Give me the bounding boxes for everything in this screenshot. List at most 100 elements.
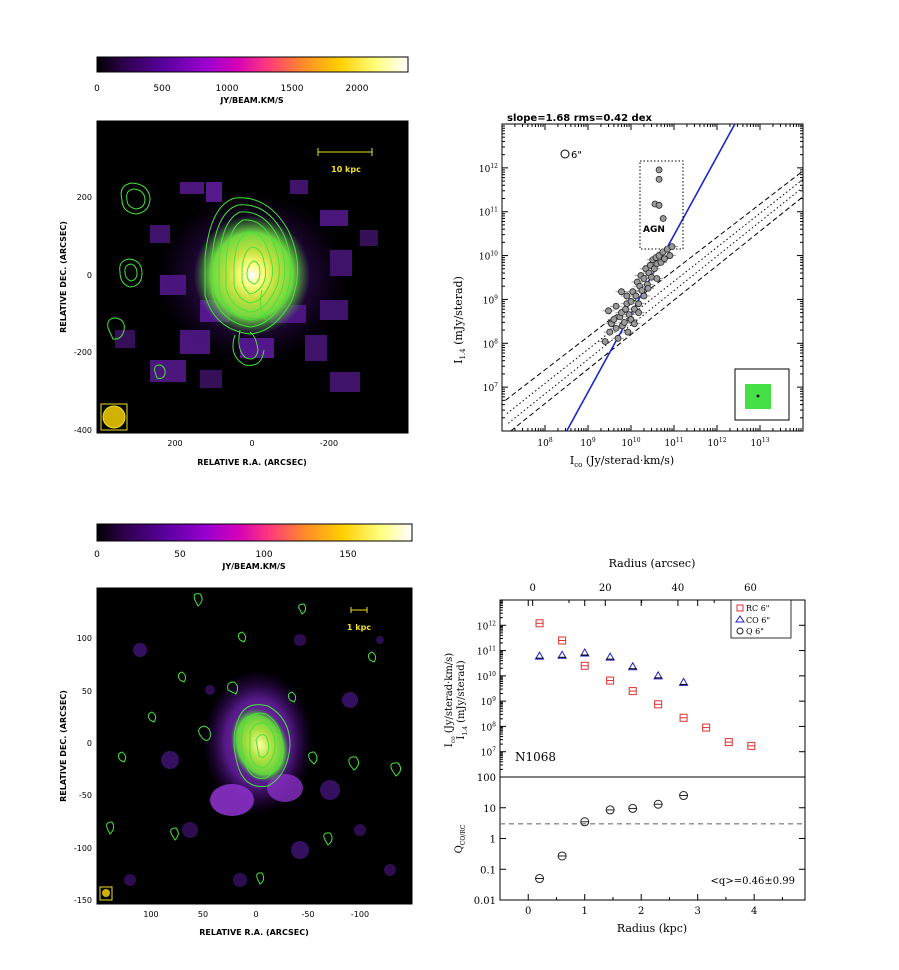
y-tick-label: 109 xyxy=(481,696,496,708)
x-tick-label: 1012 xyxy=(707,437,726,449)
data-point xyxy=(644,284,652,292)
x-tick-label: 1 xyxy=(582,906,588,917)
y-tick-label: 0 xyxy=(87,271,92,280)
y-tick-label: 100 xyxy=(77,634,92,643)
co-point xyxy=(627,661,638,671)
ratio-ticks: 0 1 2 3 4 0.01 0.1 1 10 100 xyxy=(474,600,805,917)
y-tick-label: 109 xyxy=(483,294,498,306)
y-tick-label: 1010 xyxy=(479,251,498,263)
data-point xyxy=(661,255,668,263)
colorbar-unit: JY/BEAM.KM/S xyxy=(219,96,284,105)
panel-top-right: slope=1.68 rms=0.42 dex 108 109 1010 1011 10… xyxy=(452,113,804,469)
scale-bar xyxy=(350,607,368,613)
y-tick-label: 1011 xyxy=(479,207,498,219)
co-point xyxy=(534,651,545,660)
y-tick-label: 1011 xyxy=(477,646,496,658)
xlabel-main: I xyxy=(570,454,574,467)
beam-box xyxy=(100,403,128,431)
beam-ellipse xyxy=(102,405,126,429)
colorbar-tick: 1500 xyxy=(281,84,304,94)
x-tick-label: 100 xyxy=(143,910,158,919)
colorbar-bottom xyxy=(96,523,413,542)
ylabel-rest: (mJy/sterad) xyxy=(452,276,465,345)
colorbar-unit: JY/BEAM.KM/S xyxy=(221,562,286,571)
ratio-frame xyxy=(499,776,806,901)
y-tick-label: -400 xyxy=(74,426,92,435)
ylabel-sub: 1.4 xyxy=(462,726,469,736)
data-point xyxy=(627,298,635,305)
x-tick-label: 1013 xyxy=(750,437,769,449)
data-point xyxy=(635,300,642,308)
legend-co-label: CO 6" xyxy=(746,616,770,625)
scatter-title: slope=1.68 rms=0.42 dex xyxy=(507,113,653,124)
legend-co-marker xyxy=(735,615,745,623)
ratio-ylabel: QCO/RC xyxy=(454,824,467,853)
top-axis-tick-label: 20 xyxy=(599,583,612,594)
ylabel-rest: (mJy/sterad) xyxy=(456,660,467,723)
data-point xyxy=(606,328,614,336)
data-point xyxy=(601,338,609,345)
legend: RC 6" CO 6" Q 6" xyxy=(730,599,792,639)
y-tick-label: -50 xyxy=(79,791,92,800)
top-axis-tick-label: 40 xyxy=(672,583,685,594)
colorbar-tick: 1000 xyxy=(216,84,239,94)
co-point xyxy=(653,670,664,680)
map-y-ticks: 100 50 0 -50 -100 -150 xyxy=(74,634,92,905)
data-point xyxy=(622,305,630,313)
map-xlabel: RELATIVE R.A. (ARCSEC) xyxy=(197,458,306,467)
xlabel-sub: co xyxy=(574,461,582,469)
y-tick-label: 107 xyxy=(483,382,498,394)
co-point xyxy=(579,648,590,657)
data-point xyxy=(666,252,674,259)
dispersion-line xyxy=(507,186,803,424)
ylabel-sub: co xyxy=(450,736,457,743)
ylabel-sub: 1.4 xyxy=(459,348,467,360)
colorbar-tick: 100 xyxy=(255,550,272,560)
x-tick-label: 109 xyxy=(580,437,595,449)
map-ylabel: RELATIVE DEC. (ARCSEC) xyxy=(59,221,68,333)
data-point xyxy=(612,302,620,310)
map-y-ticks: 200 0 -200 -400 xyxy=(74,193,92,435)
data-point xyxy=(614,334,622,342)
map-x-ticks: 100 50 0 -50 -100 xyxy=(143,910,369,919)
x-tick-label: 0 xyxy=(525,906,531,917)
co-point xyxy=(605,652,616,661)
ylabel-main: Q xyxy=(454,845,465,853)
scatter-xlabel: Ico (Jy/sterad·km/s) xyxy=(570,454,674,469)
ylabel-rest: (Jy/sterad·km/s) xyxy=(444,653,455,733)
dispersion-line xyxy=(506,178,803,414)
agn-point xyxy=(655,201,663,209)
data-point xyxy=(623,292,631,300)
y-tick-label: -200 xyxy=(74,348,92,357)
beam-label: 6" xyxy=(571,150,582,161)
y-tick-label: 107 xyxy=(481,747,496,759)
panel-top-left: 0 500 1000 1500 2000 JY/BEAM.KM/S xyxy=(59,56,409,467)
x-tick-label: -100 xyxy=(351,910,369,919)
data-point xyxy=(620,318,628,326)
ylabel-main: I xyxy=(444,743,455,747)
beam-ellipse xyxy=(102,889,110,897)
colorbar-tick: 50 xyxy=(174,550,186,560)
data-point xyxy=(610,316,618,323)
data-point xyxy=(640,292,648,300)
scale-bar-label: 10 kpc xyxy=(331,165,361,174)
scatter-points xyxy=(599,166,679,345)
y-tick-label: 0.01 xyxy=(474,896,496,907)
x-tick-label: 4 xyxy=(751,906,757,917)
data-point xyxy=(640,275,648,282)
ylabel-sub: CO/RC xyxy=(460,824,467,845)
x-tick-label: 50 xyxy=(198,910,208,919)
agn-point xyxy=(655,166,663,174)
y-tick-label: 50 xyxy=(82,687,92,696)
legend-rc-label: RC 6" xyxy=(746,604,769,613)
agn-box xyxy=(639,160,684,250)
co-point xyxy=(557,650,567,659)
x-tick-label: 108 xyxy=(537,437,552,449)
mean-q-annotation: <q>=0.46±0.99 xyxy=(711,876,795,887)
y-tick-label: 1012 xyxy=(479,163,498,175)
beam-box xyxy=(99,886,113,901)
top-axis-tick-label: 60 xyxy=(744,583,757,594)
y-tick-label: 0.1 xyxy=(480,865,496,876)
xlabel-rest: (Jy/sterad·km/s) xyxy=(586,454,674,467)
